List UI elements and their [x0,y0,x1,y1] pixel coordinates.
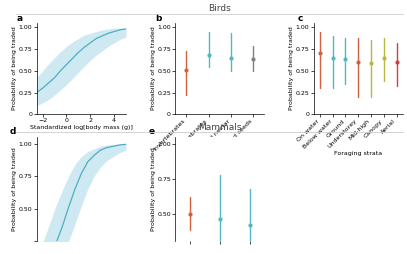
Text: d: d [10,127,16,136]
X-axis label: Diet: Diet [213,161,226,166]
Text: b: b [155,14,162,23]
X-axis label: Standardized log[body mass (g)]: Standardized log[body mass (g)] [30,125,133,130]
Y-axis label: Probability of being traded: Probability of being traded [289,27,294,110]
Text: Mammals: Mammals [198,123,241,132]
Y-axis label: Probability of being traded: Probability of being traded [151,147,156,231]
Text: Birds: Birds [208,4,231,13]
Y-axis label: Probability of being traded: Probability of being traded [12,27,18,110]
Text: e: e [148,127,154,136]
Y-axis label: Probability of being traded: Probability of being traded [12,147,18,231]
Text: c: c [298,14,303,23]
X-axis label: Foraging strata: Foraging strata [334,151,382,156]
Y-axis label: Probability of being traded: Probability of being traded [151,27,156,110]
Text: a: a [17,14,23,23]
